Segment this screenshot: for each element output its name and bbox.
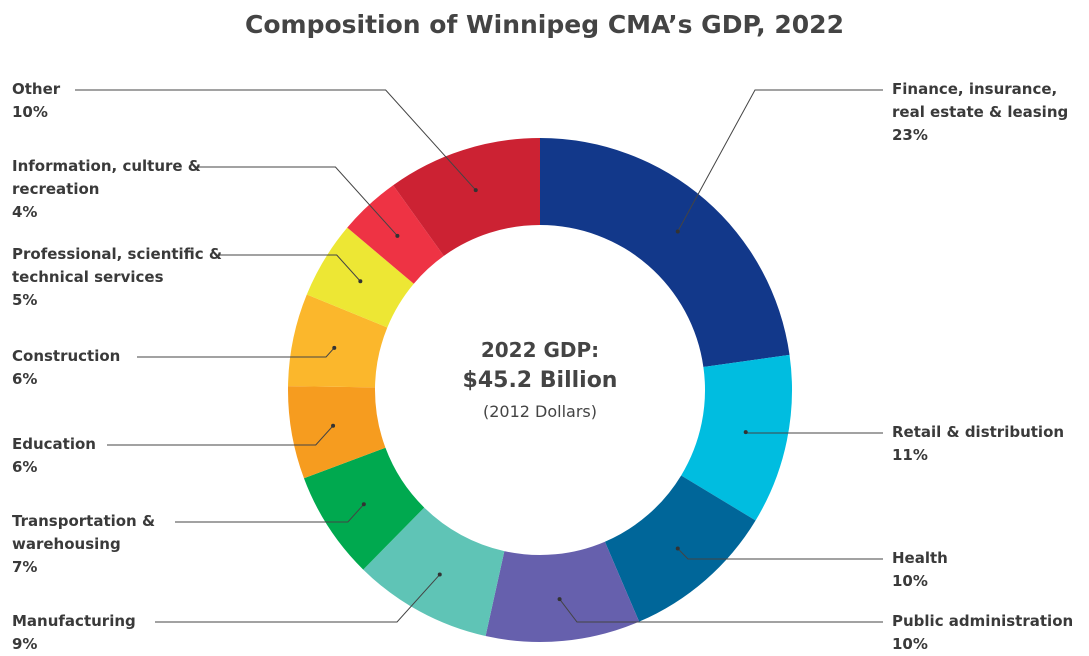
value-label: 4% <box>12 203 38 221</box>
slice-label: Information, culture & recreation 4% <box>12 155 202 224</box>
leader-dot <box>473 188 478 193</box>
center-text: $45.2 Billion <box>462 368 618 393</box>
leader-dot <box>395 233 400 238</box>
donut-slice <box>363 507 505 637</box>
leader-dot <box>557 597 562 602</box>
value-label: 23% <box>892 126 928 144</box>
slice-label: Retail & distribution 11% <box>892 421 1082 467</box>
category-label: Manufacturing <box>12 612 136 630</box>
value-label: 10% <box>892 635 928 653</box>
donut-slice <box>306 227 414 328</box>
leader-line <box>175 503 365 523</box>
value-label: 11% <box>892 446 928 464</box>
donut-slice <box>485 541 640 642</box>
category-label: Retail & distribution <box>892 423 1065 441</box>
leader-line <box>218 254 361 282</box>
value-label: 10% <box>892 572 928 590</box>
slice-label: Manufacturing 9% <box>12 610 162 656</box>
slice-label: Education 6% <box>12 433 162 479</box>
leader-line <box>137 347 335 358</box>
category-label: Construction <box>12 347 121 365</box>
leader-line <box>677 548 883 560</box>
donut-slice <box>604 475 756 622</box>
category-label: Health <box>892 549 948 567</box>
donut-slice <box>393 138 540 256</box>
slice-label: Transportation & warehousing 7% <box>12 510 187 579</box>
leader-dot <box>675 229 680 234</box>
leader-line <box>75 89 477 191</box>
category-label: Finance, insurance, real estate & leasin… <box>892 80 1069 121</box>
leader-dot <box>437 572 442 577</box>
donut-slice <box>540 138 790 367</box>
slice-label: Other 10% <box>12 78 162 124</box>
leader-dot <box>675 546 680 551</box>
value-label: 6% <box>12 458 38 476</box>
slice-label: Construction 6% <box>12 345 162 391</box>
leader-dot <box>743 430 748 435</box>
donut-slice <box>288 294 388 388</box>
chart-title: Composition of Winnipeg CMA’s GDP, 2022 <box>245 10 844 39</box>
value-label: 10% <box>12 103 48 121</box>
donut-slice <box>681 354 792 521</box>
slice-label: Finance, insurance, real estate & leasin… <box>892 78 1082 147</box>
value-label: 5% <box>12 291 38 309</box>
value-label: 6% <box>12 370 38 388</box>
slice-label: Health 10% <box>892 547 1082 593</box>
donut-slice <box>288 386 386 479</box>
leader-dot <box>358 279 363 284</box>
leader-line <box>155 574 441 623</box>
center-text: (2012 Dollars) <box>482 402 597 421</box>
leader-dot <box>331 423 336 428</box>
leader-dot <box>332 345 337 350</box>
leader-line <box>559 598 883 623</box>
donut-slice <box>303 447 425 570</box>
category-label: Other <box>12 80 61 98</box>
value-label: 9% <box>12 635 38 653</box>
category-label: Transportation & warehousing <box>12 512 156 553</box>
category-label: Information, culture & recreation <box>12 157 201 198</box>
category-label: Public administration <box>892 612 1074 630</box>
leader-line <box>677 89 883 232</box>
category-label: Education <box>12 435 96 453</box>
slice-label: Public administration 10% <box>892 610 1087 656</box>
leader-line <box>195 166 398 237</box>
category-label: Professional, scientific & technical ser… <box>12 245 222 286</box>
leader-dot <box>361 502 366 507</box>
leader-line <box>107 425 334 446</box>
value-label: 7% <box>12 558 38 576</box>
center-text: 2022 GDP: <box>480 338 600 362</box>
slice-label: Professional, scientific & technical ser… <box>12 243 222 312</box>
